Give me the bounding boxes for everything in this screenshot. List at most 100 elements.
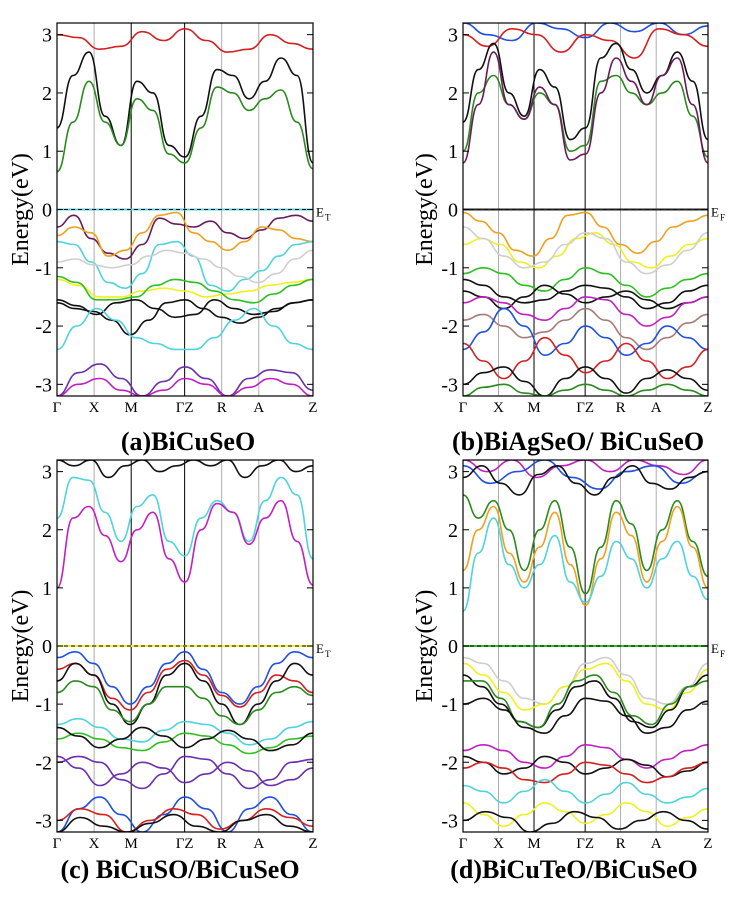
x-tick-label: X: [493, 836, 504, 852]
band-line: [463, 51, 708, 164]
x-tick-label: Γ: [459, 836, 468, 852]
x-tick-label: X: [89, 400, 100, 416]
y-tick-label: 2: [448, 520, 458, 542]
band-line: [463, 27, 708, 59]
y-tick-label: 1: [42, 578, 52, 600]
band-line: [463, 278, 708, 310]
x-tick-label: X: [493, 400, 504, 416]
panel-title: (a)BiCuSeO: [121, 427, 255, 456]
x-tick-label: Γ: [459, 400, 468, 416]
band-line: [463, 460, 708, 479]
fermi-label-subscript: T: [325, 649, 331, 659]
band-line: [57, 240, 313, 292]
y-tick-label: 3: [42, 25, 52, 47]
x-tick-label: M: [527, 836, 540, 852]
band-line: [57, 80, 313, 173]
band-line: [57, 249, 313, 284]
band-line: [463, 778, 708, 804]
y-tick-label: -3: [441, 374, 458, 396]
bands: [57, 460, 313, 832]
bands: [463, 460, 708, 832]
x-tick-label: R: [217, 400, 227, 416]
band-line: [463, 211, 708, 257]
panel-2: -3 -2 -1 0 1 2 3 Γ X M ΓZ R A Z E F Energy(eV) (b)BiAgSeO…: [412, 22, 725, 456]
y-axis-label: Energy(eV): [8, 153, 34, 266]
band-line: [463, 226, 708, 275]
y-tick-label: 1: [448, 578, 458, 600]
band-line: [57, 476, 313, 560]
panel-title: (d)BiCuTeO/BiCuSeO: [450, 855, 698, 884]
y-tick-label: 0: [42, 200, 52, 222]
y-tick-label: 3: [42, 462, 52, 484]
y-tick-label: 2: [448, 83, 458, 105]
x-tick-label: ΓZ: [176, 400, 194, 416]
band-line: [463, 460, 708, 490]
band-line: [463, 74, 708, 158]
x-tick-label: Z: [703, 400, 712, 416]
x-tick-label: A: [651, 400, 662, 416]
x-tick-label: M: [125, 836, 138, 852]
x-tick-label: Z: [308, 400, 317, 416]
x-tick-label: R: [217, 836, 227, 852]
x-tick-label: Γ: [53, 836, 62, 852]
y-tick-label: 0: [448, 636, 458, 658]
x-tick-label: A: [651, 836, 662, 852]
panel-title: (b)BiAgSeO/ BiCuSeO: [452, 427, 704, 456]
fermi-label: E: [711, 641, 719, 656]
y-tick-label: -1: [35, 694, 52, 716]
band-line: [57, 680, 313, 726]
band-line: [463, 697, 708, 735]
band-line: [57, 796, 313, 832]
x-tick-label: ΓZ: [176, 836, 194, 852]
band-line: [57, 278, 313, 298]
x-tick-label: A: [253, 836, 264, 852]
panel-4: -3 -2 -1 0 1 2 3 Γ X M ΓZ R A Z E F Energy(eV) (d)BiCuTeO…: [412, 459, 725, 884]
band-line: [57, 377, 313, 396]
band-line: [463, 761, 708, 784]
band-line: [463, 743, 708, 769]
band-line: [57, 460, 313, 479]
x-tick-label: Z: [308, 836, 317, 852]
band-line: [57, 363, 313, 396]
band-line: [57, 650, 313, 705]
x-tick-label: ΓZ: [576, 400, 594, 416]
band-line: [463, 266, 708, 298]
bands: [57, 27, 313, 396]
y-tick-label: -3: [35, 810, 52, 832]
band-line: [57, 211, 313, 257]
bands: [463, 23, 708, 396]
y-tick-label: 0: [42, 636, 52, 658]
band-line: [463, 231, 708, 269]
y-tick-label: -2: [441, 752, 458, 774]
y-tick-label: -2: [35, 752, 52, 774]
band-line: [57, 813, 313, 832]
band-line: [463, 674, 708, 729]
y-tick-label: 3: [448, 462, 458, 484]
y-tick-label: -1: [441, 258, 458, 280]
x-tick-label: M: [527, 400, 540, 416]
x-tick-label: A: [253, 400, 264, 416]
y-tick-label: 2: [42, 83, 52, 105]
y-axis-label: Energy(eV): [412, 153, 438, 266]
panel-1: -3 -2 -1 0 1 2 3 Γ X M ΓZ R A Z E T Energy(eV) (a)BiCuSeO: [8, 22, 331, 456]
panel-title: (c) BiCuSO/BiCuSeO: [60, 855, 299, 884]
band-line: [57, 51, 313, 164]
fermi-label: E: [316, 641, 324, 656]
y-tick-label: 1: [42, 141, 52, 163]
band-line: [57, 717, 313, 746]
fermi-label-subscript: F: [720, 649, 725, 659]
y-tick-label: 2: [42, 520, 52, 542]
band-line: [57, 807, 313, 832]
band-line: [463, 307, 708, 357]
y-tick-label: -2: [35, 316, 52, 338]
x-tick-label: X: [89, 836, 100, 852]
band-line: [57, 499, 313, 589]
fermi-label-subscript: T: [325, 213, 331, 223]
y-axis-label: Energy(eV): [8, 590, 34, 703]
y-tick-label: -3: [441, 810, 458, 832]
x-tick-label: M: [125, 400, 138, 416]
x-tick-label: Z: [703, 836, 712, 852]
x-tick-label: R: [616, 836, 626, 852]
x-tick-label: ΓZ: [576, 836, 594, 852]
